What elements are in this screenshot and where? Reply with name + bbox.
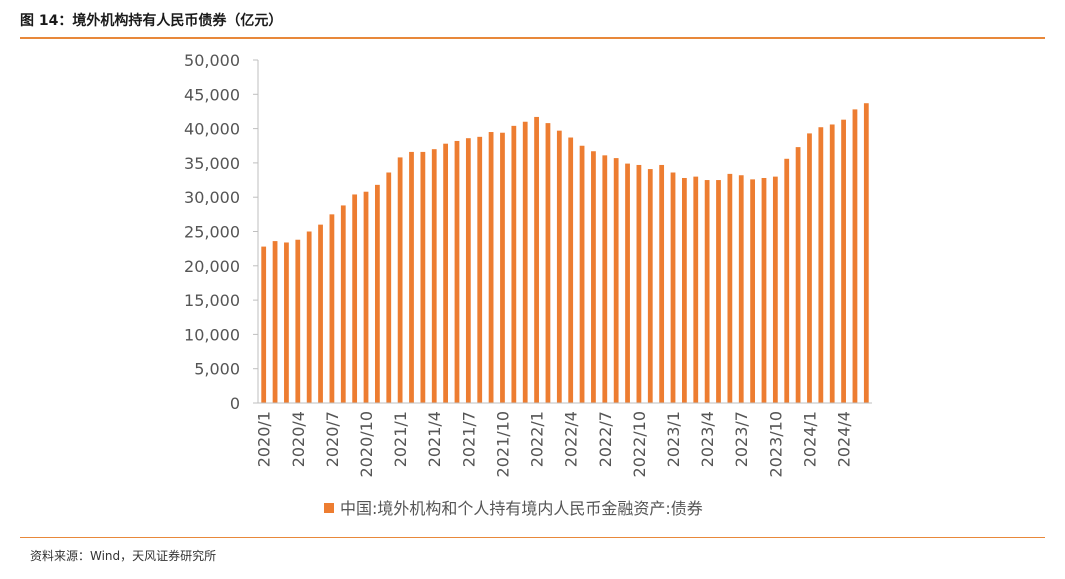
bar xyxy=(375,184,380,403)
bar xyxy=(682,177,687,403)
bar xyxy=(693,176,699,403)
y-tick-label: 40,000 xyxy=(184,120,240,139)
bar xyxy=(420,151,426,403)
bar xyxy=(306,231,312,403)
bar xyxy=(522,121,528,404)
bar xyxy=(716,180,721,403)
bar xyxy=(340,205,346,403)
bar xyxy=(556,130,562,403)
bar xyxy=(818,127,824,403)
bar xyxy=(727,173,733,403)
legend: 中国:境外机构和个人持有境内人民币金融资产:债券 xyxy=(324,499,703,518)
y-tick-label: 25,000 xyxy=(184,223,240,242)
x-tick-label: 2024/1 xyxy=(800,411,819,467)
legend-label: 中国:境外机构和个人持有境内人民币金融资产:债券 xyxy=(340,499,703,518)
bar xyxy=(591,151,596,403)
bar xyxy=(295,239,301,403)
y-tick-label: 30,000 xyxy=(184,188,240,207)
bar xyxy=(761,177,767,403)
y-tick-label: 45,000 xyxy=(184,85,240,104)
x-tick-label: 2021/1 xyxy=(391,411,410,467)
bar xyxy=(454,140,460,403)
bar xyxy=(477,136,483,403)
y-tick-label: 35,000 xyxy=(184,154,240,173)
bar xyxy=(704,180,710,403)
bar xyxy=(613,158,619,403)
bar xyxy=(750,179,755,403)
x-axis: 2020/1 2020/4 2020/7 2020/10 2021/1 2021/4 202… xyxy=(255,402,872,477)
y-tick-label: 10,000 xyxy=(184,325,240,344)
bar xyxy=(284,242,289,403)
bar xyxy=(318,224,323,403)
bar xyxy=(829,124,835,403)
x-tick-label: 2022/4 xyxy=(562,411,581,467)
bar xyxy=(568,137,574,403)
legend-swatch xyxy=(324,503,334,513)
bar xyxy=(363,191,369,403)
bar xyxy=(795,147,801,403)
x-tick-label: 2020/4 xyxy=(289,411,308,467)
x-tick-label: 2022/7 xyxy=(596,411,615,467)
bar xyxy=(511,125,517,404)
x-tick-label: 2020/1 xyxy=(255,411,274,467)
x-tick-label: 2020/10 xyxy=(357,411,376,477)
y-tick-label: 15,000 xyxy=(184,291,240,310)
bar xyxy=(625,163,630,403)
bar xyxy=(500,132,505,403)
bar xyxy=(647,169,653,403)
x-tick-label: 2022/1 xyxy=(528,411,547,467)
x-tick-label: 2021/4 xyxy=(425,411,444,467)
bar xyxy=(602,155,608,403)
source-note: 资料来源：Wind，天风证券研究所 xyxy=(30,549,217,563)
bar xyxy=(636,164,642,403)
bar xyxy=(409,151,414,403)
bar xyxy=(488,132,494,403)
bar xyxy=(863,103,869,403)
bar xyxy=(272,241,278,403)
bar xyxy=(738,175,744,403)
y-axis: 0 5,000 10,000 15,000 20,000 25,000 30,000 35,0… xyxy=(184,51,259,413)
bar xyxy=(772,176,778,403)
bar xyxy=(784,158,790,403)
x-tick-label: 2020/7 xyxy=(323,411,342,467)
bar xyxy=(670,172,676,403)
bars xyxy=(261,103,869,404)
bar xyxy=(352,194,358,403)
bar xyxy=(386,172,392,403)
x-tick-label: 2023/7 xyxy=(732,411,751,467)
bar xyxy=(579,145,585,403)
x-tick-label: 2022/10 xyxy=(630,411,649,477)
x-tick-label: 2023/1 xyxy=(664,411,683,467)
bar xyxy=(465,138,471,403)
bar xyxy=(807,133,812,403)
bar xyxy=(261,246,267,403)
bar xyxy=(397,157,403,403)
y-tick-label: 0 xyxy=(230,394,240,413)
bar xyxy=(545,123,551,404)
bar xyxy=(329,214,335,403)
y-tick-label: 5,000 xyxy=(194,360,240,379)
source-divider xyxy=(20,537,1045,538)
chart-title: 图 14：境外机构持有人民币债券（亿元） xyxy=(20,13,283,29)
bar xyxy=(852,109,858,403)
x-tick-label: 2024/4 xyxy=(835,411,854,467)
bar xyxy=(659,164,665,403)
bar xyxy=(443,143,448,403)
bar xyxy=(841,119,846,404)
x-tick-label: 2023/4 xyxy=(698,411,717,467)
bar xyxy=(431,149,437,403)
y-tick-label: 50,000 xyxy=(184,51,240,70)
title-divider xyxy=(20,37,1045,39)
x-tick-label: 2021/7 xyxy=(459,411,478,467)
x-tick-label: 2023/10 xyxy=(766,411,785,477)
bar xyxy=(534,116,539,403)
y-tick-label: 20,000 xyxy=(184,257,240,276)
x-tick-label: 2021/10 xyxy=(493,411,512,477)
